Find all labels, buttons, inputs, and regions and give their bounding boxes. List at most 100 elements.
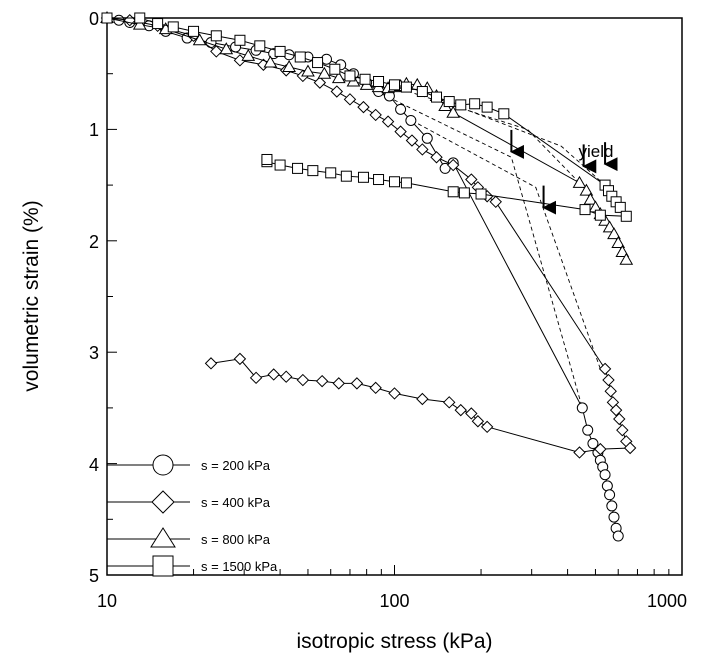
data-point-diamond — [416, 143, 429, 156]
data-point-square — [101, 12, 113, 24]
data-point-square — [443, 96, 455, 108]
data-point-circle — [582, 424, 594, 436]
data-point-diamond — [604, 384, 617, 398]
dashed-guide-lines — [381, 86, 606, 409]
data-point-diamond — [465, 407, 478, 420]
data-point-square — [416, 86, 428, 98]
data-point-diamond — [210, 45, 223, 58]
data-point-square — [254, 40, 266, 52]
data-point-square — [188, 25, 200, 37]
data-point-diamond — [443, 396, 456, 409]
legend-label-s-400: s = 400 kPa — [201, 495, 271, 510]
y-tick-label-3: 3 — [89, 343, 99, 363]
data-point-diamond — [233, 352, 247, 366]
data-point-square — [469, 98, 481, 110]
data-point-diamond — [279, 370, 293, 383]
y-tick-label-0: 0 — [89, 9, 99, 29]
dashed-guide-line-3 — [394, 86, 580, 184]
data-point-square — [481, 101, 493, 113]
data-point-circle — [439, 162, 451, 174]
data-point-diamond — [616, 423, 629, 437]
data-point-triangle — [611, 236, 626, 249]
data-point-triangle — [615, 244, 630, 257]
legend-entry-s-400: s = 400 kPa — [107, 490, 271, 514]
series-line-diamond — [106, 17, 631, 453]
data-point-diamond — [430, 151, 443, 164]
data-point-diamond — [573, 446, 586, 459]
legend: s = 200 kPa s = 400 kPa s = 800 kPa s = … — [107, 454, 278, 577]
data-point-diamond — [381, 115, 395, 128]
series-layer — [100, 10, 637, 542]
data-point-diamond — [480, 420, 494, 434]
data-point-circle — [576, 402, 588, 414]
y-tick-label-2: 2 — [89, 232, 99, 252]
data-point-triangle — [607, 227, 621, 240]
legend-label-s-800: s = 800 kPa — [201, 532, 271, 547]
data-point-triangle — [301, 64, 315, 77]
x-tick-label-100: 100 — [379, 591, 409, 611]
y-tick-label-4: 4 — [89, 455, 99, 475]
data-point-square — [167, 21, 179, 33]
legend-entry-s-200: s = 200 kPa — [107, 454, 271, 476]
data-point-diamond — [313, 76, 327, 89]
data-point-triangle — [583, 192, 598, 205]
data-point-diamond — [330, 85, 344, 98]
data-point-square — [620, 210, 632, 222]
data-point-square — [261, 153, 273, 165]
data-point-diamond — [454, 403, 467, 417]
yield-arrows — [509, 129, 618, 215]
legend-label-s-1500: s = 1500 kPa — [201, 559, 278, 574]
data-point-circle — [604, 489, 616, 501]
data-point-square — [357, 171, 369, 183]
data-point-square — [373, 75, 385, 87]
data-point-square — [274, 159, 286, 171]
data-point-square — [325, 167, 337, 179]
data-point-square — [340, 170, 352, 182]
data-point-diamond — [405, 134, 419, 147]
data-point-circle — [601, 480, 613, 492]
data-point-diamond — [267, 368, 280, 381]
data-point-diamond — [613, 412, 626, 426]
data-point-diamond — [623, 441, 637, 455]
legend-marker-square — [152, 555, 174, 577]
data-point-square — [475, 188, 487, 200]
data-point-square — [389, 176, 400, 188]
data-point-square — [344, 70, 356, 82]
data-point-diamond — [394, 125, 407, 138]
data-point-triangle — [219, 42, 234, 55]
data-point-square — [431, 91, 443, 103]
data-point-triangle — [317, 66, 332, 79]
x-axis-title: isotropic stress (kPa) — [296, 630, 492, 653]
y-axis-title: volumetric strain (%) — [20, 200, 43, 391]
data-point-diamond — [489, 195, 502, 209]
x-tick-label-1000: 1000 — [647, 591, 687, 611]
legend-label-s-200: s = 200 kPa — [201, 458, 271, 473]
data-point-square — [614, 201, 626, 213]
data-point-triangle — [132, 17, 147, 30]
data-point-diamond — [446, 158, 460, 172]
data-point-diamond — [315, 374, 329, 388]
data-point-diamond — [416, 392, 429, 406]
dashed-guide-line-1 — [381, 93, 583, 409]
data-point-diamond — [594, 442, 607, 456]
data-point-triangle — [241, 48, 256, 61]
data-point-diamond — [343, 93, 357, 106]
data-point-square — [210, 30, 222, 42]
yield-annotation: yield — [579, 142, 614, 161]
y-tick-label-1: 1 — [89, 120, 99, 140]
legend-entry-s-1500: s = 1500 kPa — [107, 555, 278, 577]
data-point-diamond — [609, 403, 623, 417]
data-point-triangle — [572, 175, 587, 188]
data-point-triangle — [619, 252, 634, 265]
data-point-circle — [395, 103, 407, 115]
data-point-diamond — [332, 377, 345, 390]
data-point-square — [579, 204, 591, 216]
data-point-diamond — [296, 373, 310, 387]
data-point-diamond — [350, 377, 364, 390]
x-axis-ticks — [106, 565, 683, 575]
data-point-circle — [612, 530, 624, 542]
data-point-diamond — [598, 362, 612, 376]
series-square — [101, 12, 632, 222]
series-line-circle — [106, 17, 619, 537]
